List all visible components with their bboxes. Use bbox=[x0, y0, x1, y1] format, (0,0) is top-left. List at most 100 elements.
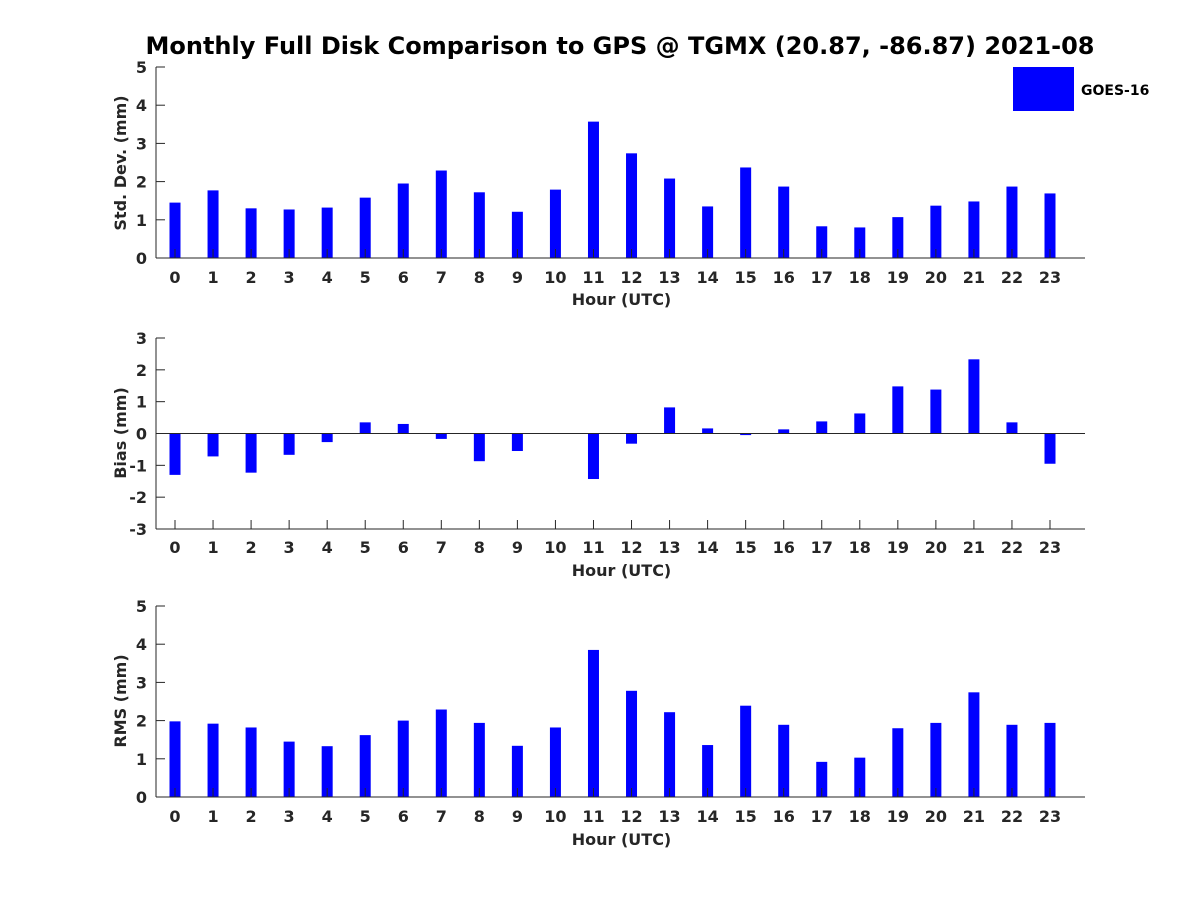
bias-bar-5 bbox=[359, 422, 371, 434]
bias-xtick-label-14: 14 bbox=[696, 538, 718, 557]
std-dev-bar-3 bbox=[283, 209, 295, 258]
rms-bar-14 bbox=[702, 745, 714, 797]
std-dev-xtick-label-13: 13 bbox=[658, 268, 680, 287]
rms-xtick-label-8: 8 bbox=[474, 807, 485, 826]
rms-ytick-label-0: 0 bbox=[136, 788, 147, 807]
bias-ytick-label-1: 1 bbox=[136, 393, 147, 412]
legend-swatch-goes-16 bbox=[1013, 67, 1074, 111]
bias-bar-6 bbox=[397, 423, 409, 434]
rms-bar-22 bbox=[1006, 724, 1018, 797]
rms-xtick-label-10: 10 bbox=[544, 807, 566, 826]
rms-bar-23 bbox=[1044, 722, 1056, 797]
rms-bar-5 bbox=[359, 735, 371, 797]
rms-xtick-label-0: 0 bbox=[169, 807, 180, 826]
bias-xtick-label-6: 6 bbox=[398, 538, 409, 557]
bias-ytick-label-3: 3 bbox=[136, 329, 147, 348]
rms-xtick-label-7: 7 bbox=[436, 807, 447, 826]
bias-xtick-label-2: 2 bbox=[246, 538, 257, 557]
std-dev-bar-22 bbox=[1006, 186, 1018, 258]
bias-xtick-label-7: 7 bbox=[436, 538, 447, 557]
std-dev-ytick-label-0: 0 bbox=[136, 249, 147, 268]
bias-ytick-label--2: -2 bbox=[129, 488, 147, 507]
std-dev-bar-15 bbox=[740, 167, 752, 258]
std-dev-xtick-label-4: 4 bbox=[322, 268, 333, 287]
std-dev-bar-8 bbox=[473, 192, 485, 258]
std-dev-x-axis-label: Hour (UTC) bbox=[572, 290, 672, 309]
std-dev-bar-7 bbox=[435, 170, 447, 258]
rms-xtick-label-9: 9 bbox=[512, 807, 523, 826]
rms-bar-11 bbox=[587, 649, 599, 797]
bias-bar-11 bbox=[587, 433, 599, 480]
bias-bar-1 bbox=[207, 433, 219, 457]
std-dev-xtick-label-22: 22 bbox=[1001, 268, 1023, 287]
std-dev-bar-11 bbox=[587, 121, 599, 258]
rms-bar-8 bbox=[473, 722, 485, 797]
bias-bar-21 bbox=[968, 359, 980, 434]
rms-xtick-label-6: 6 bbox=[398, 807, 409, 826]
bias-bar-14 bbox=[702, 428, 714, 434]
bias-bar-12 bbox=[626, 433, 638, 444]
bias-ytick-label--3: -3 bbox=[129, 520, 147, 539]
rms-xtick-label-14: 14 bbox=[696, 807, 718, 826]
std-dev-ytick-label-2: 2 bbox=[136, 173, 147, 192]
rms-xtick-label-15: 15 bbox=[735, 807, 757, 826]
std-dev-bar-23 bbox=[1044, 193, 1056, 258]
bias-bar-8 bbox=[473, 433, 485, 462]
bias-xtick-label-9: 9 bbox=[512, 538, 523, 557]
rms-bar-18 bbox=[854, 757, 866, 797]
std-dev-xtick-label-14: 14 bbox=[696, 268, 718, 287]
rms-bar-2 bbox=[245, 727, 257, 797]
rms-xtick-label-2: 2 bbox=[246, 807, 257, 826]
bias-xtick-label-13: 13 bbox=[658, 538, 680, 557]
std-dev-bar-17 bbox=[816, 226, 828, 258]
rms-ytick-label-5: 5 bbox=[136, 597, 147, 616]
std-dev-xtick-label-23: 23 bbox=[1039, 268, 1061, 287]
std-dev-ytick-label-1: 1 bbox=[136, 211, 147, 230]
std-dev-xtick-label-10: 10 bbox=[544, 268, 566, 287]
bias-xtick-label-21: 21 bbox=[963, 538, 985, 557]
bias-xtick-label-16: 16 bbox=[773, 538, 795, 557]
std-dev-xtick-label-7: 7 bbox=[436, 268, 447, 287]
rms-bar-9 bbox=[511, 745, 523, 797]
bias-bar-9 bbox=[511, 433, 523, 452]
std-dev-xtick-label-18: 18 bbox=[849, 268, 871, 287]
std-dev-xtick-label-6: 6 bbox=[398, 268, 409, 287]
rms-xtick-label-20: 20 bbox=[925, 807, 947, 826]
std-dev-bar-10 bbox=[549, 189, 561, 258]
std-dev-xtick-label-1: 1 bbox=[207, 268, 218, 287]
rms-xtick-label-12: 12 bbox=[620, 807, 642, 826]
bias-xtick-label-15: 15 bbox=[735, 538, 757, 557]
rms-ytick-label-2: 2 bbox=[136, 712, 147, 731]
bias-xtick-label-10: 10 bbox=[544, 538, 566, 557]
bias-xtick-label-17: 17 bbox=[811, 538, 833, 557]
rms-xtick-label-22: 22 bbox=[1001, 807, 1023, 826]
rms-bar-19 bbox=[892, 728, 904, 797]
std-dev-bar-1 bbox=[207, 190, 219, 258]
bias-bar-13 bbox=[664, 407, 676, 434]
std-dev-bar-21 bbox=[968, 201, 980, 258]
rms-ytick-label-3: 3 bbox=[136, 673, 147, 692]
bias-xtick-label-19: 19 bbox=[887, 538, 909, 557]
rms-bar-4 bbox=[321, 746, 333, 797]
std-dev-bar-20 bbox=[930, 205, 942, 258]
rms-xtick-label-11: 11 bbox=[582, 807, 604, 826]
std-dev-bar-9 bbox=[511, 211, 523, 258]
rms-bar-6 bbox=[397, 720, 409, 797]
legend-label-goes-16: GOES-16 bbox=[1081, 83, 1149, 99]
std-dev-bar-18 bbox=[854, 227, 866, 258]
std-dev-bar-13 bbox=[664, 178, 676, 258]
bias-bar-0 bbox=[169, 433, 181, 475]
rms-bar-16 bbox=[778, 724, 790, 797]
std-dev-xtick-label-16: 16 bbox=[773, 268, 795, 287]
bias-ytick-label-2: 2 bbox=[136, 361, 147, 380]
std-dev-bar-14 bbox=[702, 206, 714, 258]
std-dev-xtick-label-3: 3 bbox=[284, 268, 295, 287]
bias-bar-3 bbox=[283, 433, 295, 455]
std-dev-bar-12 bbox=[626, 153, 638, 258]
bias-bar-23 bbox=[1044, 433, 1056, 464]
bias-bar-15 bbox=[740, 433, 752, 436]
rms-xtick-label-3: 3 bbox=[284, 807, 295, 826]
